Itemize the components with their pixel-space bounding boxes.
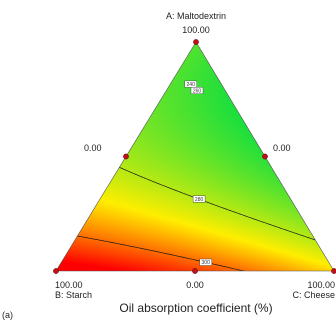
svg-text:240: 240	[187, 82, 196, 88]
tick-label-left-edge: 0.00	[84, 143, 102, 153]
contour-label-280: 280	[192, 195, 206, 203]
design-point-B	[53, 268, 59, 274]
vertex-max-label-left: 100.00	[55, 280, 83, 290]
svg-text:260: 260	[193, 88, 202, 94]
design-points	[53, 39, 336, 274]
design-point-A	[193, 39, 199, 45]
contour-label-300: 300	[199, 258, 212, 266]
panel-label: (a)	[2, 310, 13, 320]
design-point-BC	[192, 268, 198, 274]
x-axis-title: Oil absorption coefficient (%)	[119, 301, 272, 315]
vertex-max-label-right: 100.00	[307, 280, 335, 290]
vertex-max-label-top: 100.00	[182, 25, 210, 35]
svg-text:300: 300	[202, 260, 211, 266]
design-point-AB	[123, 153, 129, 160]
vertex-label-cheese: C: Cheese	[292, 290, 335, 300]
contour-label-260: 260	[190, 87, 204, 94]
tick-label-bottom-edge: 0.00	[186, 280, 204, 290]
vertex-label-maltodextrin: A: Maltodextrin	[166, 11, 226, 21]
tick-label-right-edge: 0.00	[273, 143, 291, 153]
vertex-label-starch: B: Starch	[55, 290, 92, 300]
design-point-C	[331, 268, 336, 274]
surface-layer	[56, 42, 334, 271]
response-surface-heatmap	[56, 42, 334, 271]
svg-text:280: 280	[195, 197, 204, 203]
contour-label-240: 240	[184, 80, 197, 88]
design-point-AC	[262, 153, 268, 160]
